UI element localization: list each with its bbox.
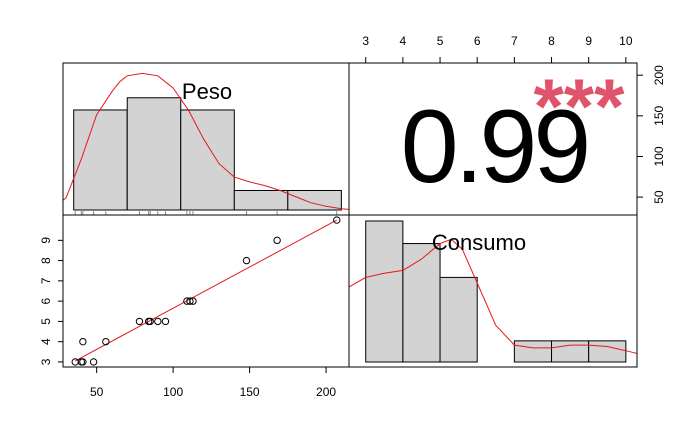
peso-density-line — [63, 72, 349, 210]
consumo-bar — [551, 340, 590, 363]
scatter-point — [186, 297, 194, 305]
scatter-point — [154, 317, 162, 326]
consumo-bar — [402, 243, 441, 363]
right-tick-label: 100 — [652, 146, 666, 166]
fit-line — [74, 219, 338, 362]
peso-histogram — [63, 72, 349, 215]
consumo-bar — [588, 340, 627, 363]
top-tick-label: 4 — [400, 34, 407, 48]
y-tick-label: 3 — [39, 358, 53, 365]
scatter-point — [333, 216, 341, 224]
peso-bar — [233, 189, 289, 211]
right-tick-label: 50 — [652, 190, 666, 204]
peso-bar — [180, 109, 235, 211]
x-tick-label: 200 — [316, 385, 336, 399]
panel-frame — [348, 214, 638, 368]
consumo-bar — [513, 340, 553, 363]
top-tick-label: 3 — [362, 34, 369, 48]
scatter-point — [146, 317, 154, 326]
top-tick-label: 9 — [585, 34, 592, 48]
scatter-point — [189, 297, 197, 305]
y-tick-label: 7 — [39, 277, 53, 284]
top-tick-label: 5 — [437, 34, 444, 48]
x-tick-label: 50 — [90, 385, 104, 399]
scatter-point — [161, 317, 170, 326]
peso-bar — [126, 97, 182, 211]
scatter-point — [273, 236, 281, 245]
top-tick-label: 7 — [511, 34, 518, 48]
x-tick-label: 100 — [163, 385, 183, 399]
scatter-area — [71, 216, 341, 366]
y-tick-label: 6 — [39, 297, 53, 304]
peso-label: Peso — [182, 79, 232, 104]
y-tick-label: 4 — [39, 338, 53, 345]
scatter-point — [89, 358, 98, 366]
scatter-point — [71, 358, 79, 366]
y-tick-label: 5 — [39, 318, 53, 325]
consumo-label: Consumo — [432, 230, 526, 255]
scatter-point — [242, 256, 251, 265]
y-tick-label: 8 — [39, 257, 53, 264]
peso-bar — [287, 189, 342, 211]
top-tick-label: 6 — [474, 34, 481, 48]
consumo-bar — [439, 276, 478, 363]
scatter-point — [102, 337, 110, 346]
peso-bar — [73, 109, 128, 211]
scatter-point — [79, 358, 87, 366]
consumo-histogram — [349, 220, 637, 363]
scatter-point — [79, 337, 87, 346]
significance-stars: *** — [533, 62, 625, 150]
consumo-bar — [365, 220, 404, 363]
top-tick-label: 10 — [619, 34, 633, 48]
y-tick-label: 9 — [39, 237, 53, 244]
top-tick-label: 8 — [548, 34, 555, 48]
scatter-point — [135, 317, 144, 326]
correlation-value: 0.99 — [401, 89, 587, 205]
x-tick-label: 150 — [240, 385, 260, 399]
consumo-density-line — [349, 238, 637, 354]
right-tick-label: 150 — [652, 106, 666, 126]
right-tick-label: 200 — [652, 65, 666, 85]
